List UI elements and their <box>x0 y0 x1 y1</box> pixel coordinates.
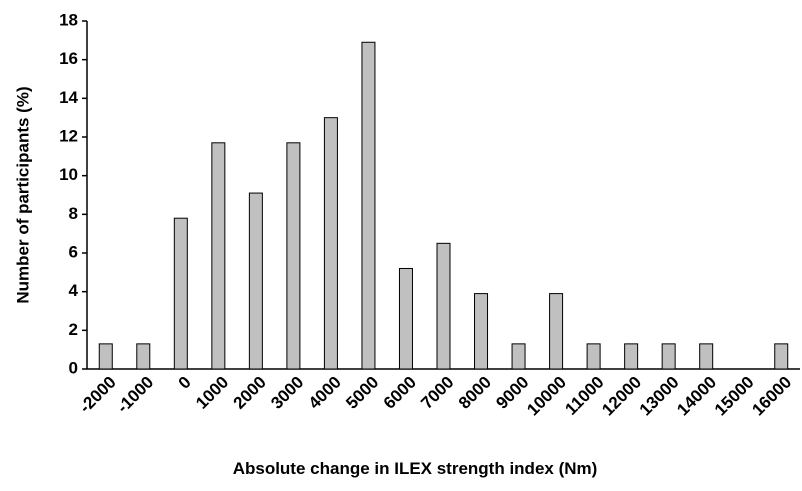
y-tick-label: 4 <box>69 281 79 300</box>
y-tick-label: 2 <box>69 320 78 339</box>
bar <box>361 41 376 370</box>
bar <box>699 343 714 370</box>
y-axis-title: Number of participants (%) <box>13 86 32 303</box>
x-tick-label: 10000 <box>523 373 570 420</box>
x-tick-label: 4000 <box>305 373 345 413</box>
bar <box>774 343 789 370</box>
x-tick-label: 15000 <box>711 373 758 420</box>
bar <box>624 343 639 370</box>
bar <box>211 142 226 370</box>
bar <box>586 343 601 370</box>
x-tick-label: 14000 <box>673 373 720 420</box>
bar <box>98 343 113 370</box>
y-tick-label: 0 <box>69 358 78 377</box>
x-tick-label: -2000 <box>76 373 120 417</box>
bar <box>173 217 188 370</box>
y-tick-label: 16 <box>59 49 78 68</box>
bar <box>398 267 413 370</box>
x-tick-label: 1000 <box>192 373 232 413</box>
x-tick-label: 13000 <box>636 373 683 420</box>
x-tick-label: 2000 <box>230 373 270 413</box>
x-tick-label: 5000 <box>342 373 382 413</box>
y-tick-label: 14 <box>59 88 78 107</box>
x-tick-label: 0 <box>175 373 195 393</box>
bar <box>549 293 564 370</box>
x-tick-label: 11000 <box>561 373 607 419</box>
x-tick-label: -1000 <box>113 373 157 417</box>
bar <box>511 343 526 370</box>
bar <box>136 343 151 370</box>
bar <box>323 117 338 370</box>
bar <box>661 343 676 370</box>
bar <box>436 242 451 370</box>
x-tick-label: 7000 <box>417 373 457 413</box>
x-tick-label: 6000 <box>380 373 420 413</box>
y-tick-label: 6 <box>69 242 78 261</box>
bar <box>248 192 263 370</box>
bar <box>474 293 489 370</box>
y-tick-label: 10 <box>59 165 78 184</box>
x-tick-label: 3000 <box>267 373 307 413</box>
y-tick-label: 12 <box>59 126 78 145</box>
x-axis-title: Absolute change in ILEX strength index (… <box>233 459 598 478</box>
bar <box>286 142 301 370</box>
x-tick-label: 12000 <box>598 373 645 420</box>
x-tick-label: 8000 <box>455 373 495 413</box>
x-tick-label: 16000 <box>748 373 795 420</box>
y-tick-label: 8 <box>69 204 78 223</box>
y-tick-label: 18 <box>59 10 78 29</box>
